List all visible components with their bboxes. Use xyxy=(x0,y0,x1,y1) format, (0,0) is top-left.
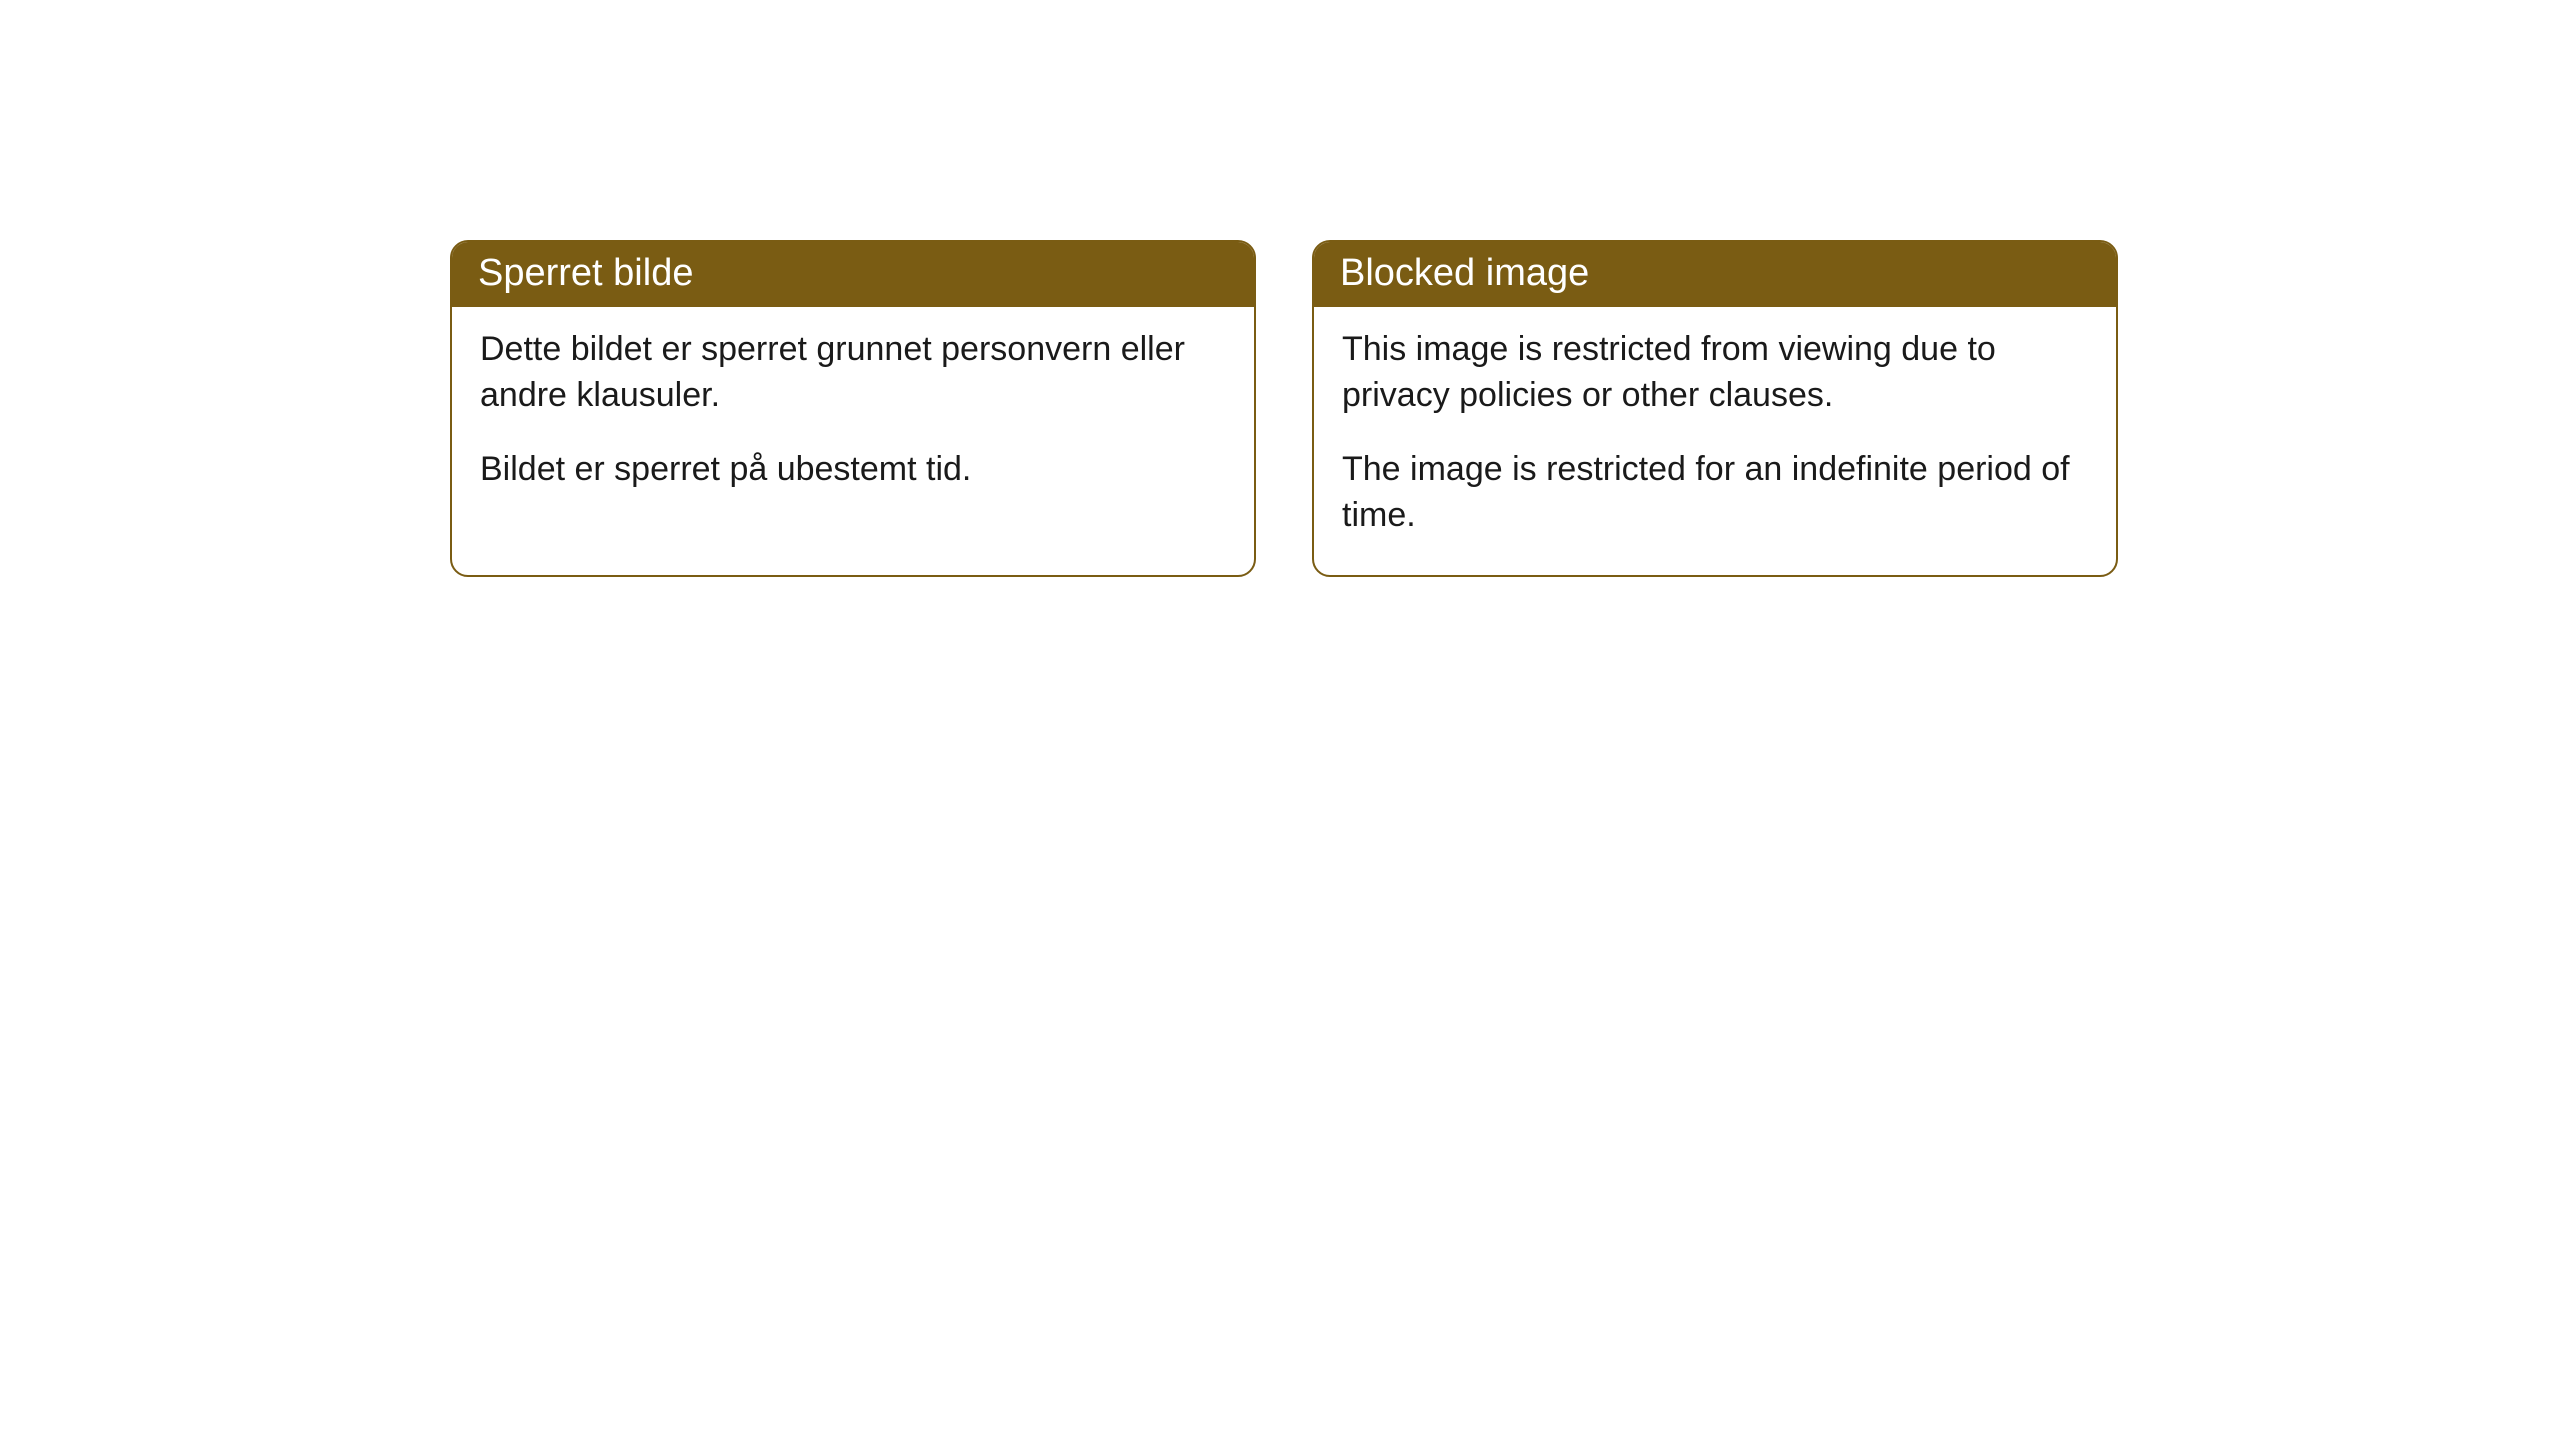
notice-text-line1: Dette bildet er sperret grunnet personve… xyxy=(480,327,1226,419)
notice-text-line2: The image is restricted for an indefinit… xyxy=(1342,447,2088,539)
notice-card-english: Blocked image This image is restricted f… xyxy=(1312,240,2118,577)
notice-body-english: This image is restricted from viewing du… xyxy=(1314,307,2116,575)
notice-card-norwegian: Sperret bilde Dette bildet er sperret gr… xyxy=(450,240,1256,577)
notice-text-line1: This image is restricted from viewing du… xyxy=(1342,327,2088,419)
notice-title-english: Blocked image xyxy=(1314,242,2116,307)
notice-container: Sperret bilde Dette bildet er sperret gr… xyxy=(0,0,2560,577)
notice-body-norwegian: Dette bildet er sperret grunnet personve… xyxy=(452,307,1254,529)
notice-text-line2: Bildet er sperret på ubestemt tid. xyxy=(480,447,1226,493)
notice-title-norwegian: Sperret bilde xyxy=(452,242,1254,307)
